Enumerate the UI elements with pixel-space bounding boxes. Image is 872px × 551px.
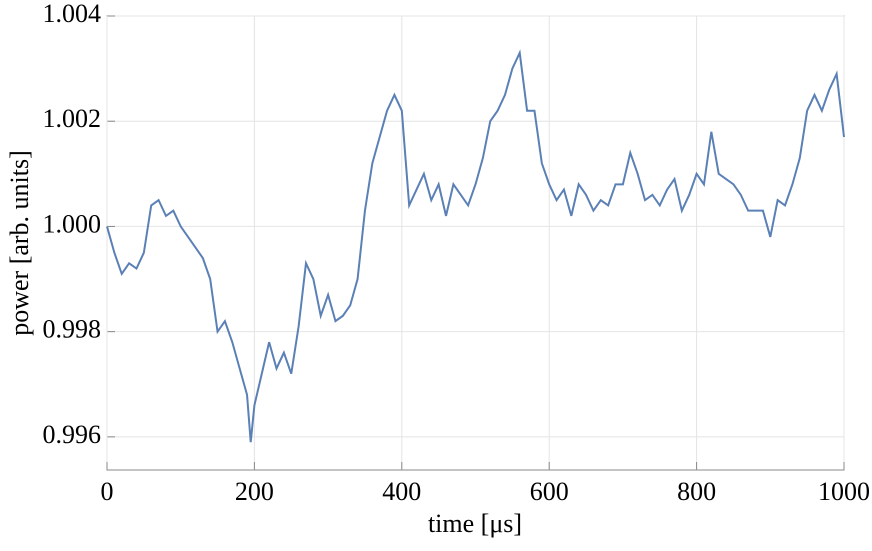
line-series	[106, 49, 845, 443]
y-tick-label: 0.996	[43, 420, 102, 449]
x-tick-label: 800	[677, 477, 716, 506]
x-tick-label: 0	[101, 477, 114, 506]
y-tick-label: 0.998	[43, 315, 102, 344]
y-tick-label: 1.002	[43, 104, 102, 133]
x-tick-label: 600	[530, 477, 569, 506]
x-tick-label: 400	[382, 477, 421, 506]
x-axis-label: time [μs]	[428, 509, 522, 538]
y-tick-label: 1.004	[43, 0, 102, 28]
y-tick-label: 1.000	[43, 209, 102, 238]
y-axis-label: power [arb. units]	[5, 150, 34, 336]
x-tick-label: 200	[235, 477, 274, 506]
x-tick-label: 1000	[818, 477, 870, 506]
plot-frame	[106, 15, 845, 471]
